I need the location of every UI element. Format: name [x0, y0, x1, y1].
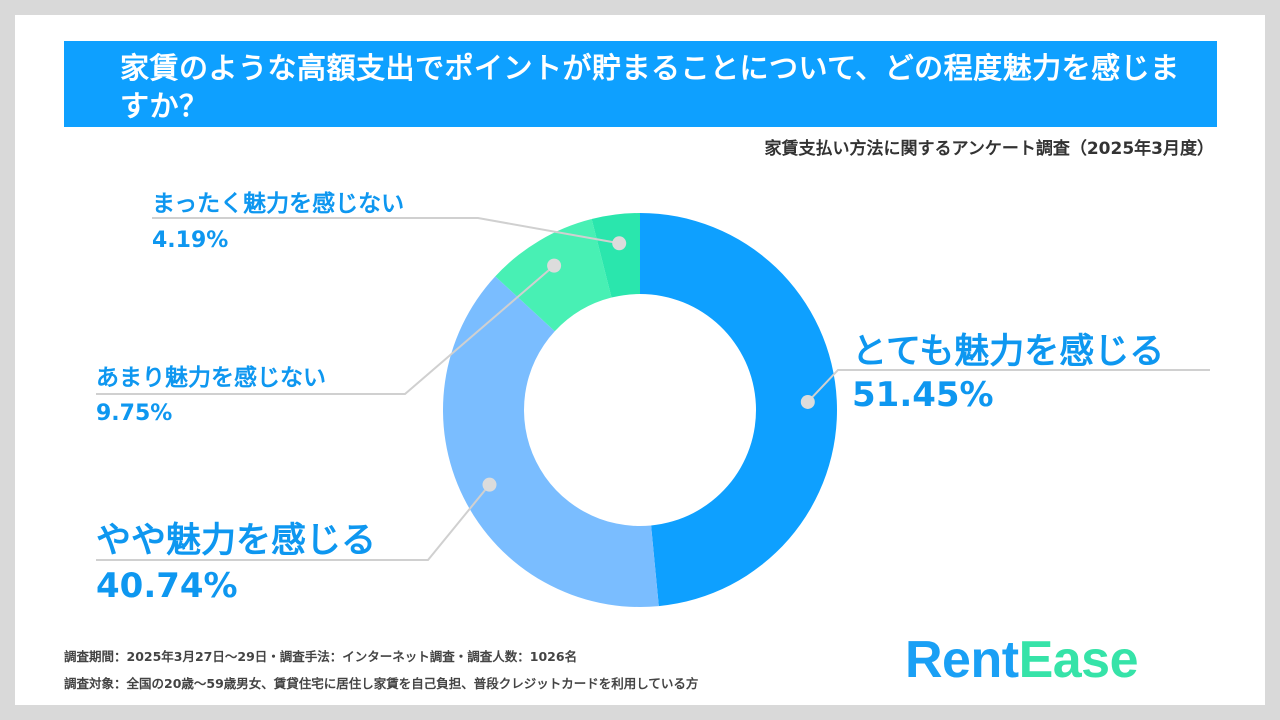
title-bar [64, 41, 1217, 127]
slice-value-not-very-attractive: 9.75% [96, 401, 173, 426]
chart-title: 家賃のような高額支出でポイントが貯まることについて、どの程度魅力を感じますか？ [120, 51, 1180, 123]
leader-line-not-very-attractive [96, 264, 555, 395]
footnote-survey-period: 調査期間：2025年3月27日～29日・調査手法：インターネット調査・調査人数：… [64, 649, 578, 664]
slice-label-somewhat-attractive: やや魅力を感じる [96, 521, 377, 561]
slice-value-very-unattractive: 4.19% [152, 228, 229, 253]
donut-slice-very-attractive [640, 213, 837, 607]
leader-dot-somewhat-attractive [482, 477, 497, 492]
leader-line-somewhat-attractive [96, 484, 491, 561]
slice-value-somewhat-attractive: 40.74% [96, 566, 238, 606]
logo-text-rent: Rent [905, 631, 1019, 689]
donut-slice-very-unattractive [591, 213, 640, 298]
chart-subtitle: 家賃支払い方法に関するアンケート調査（2025年3月度） [764, 139, 1214, 159]
slice-label-very-unattractive: まったく魅力を感じない [152, 191, 405, 217]
slice-value-very-attractive: 51.45% [852, 375, 994, 415]
leader-dot-very-unattractive [612, 236, 627, 251]
footnote-survey-target: 調査対象：全国の20歳～59歳男女、賃貸住宅に居住し家賃を自己負担、普段クレジッ… [64, 676, 699, 691]
leader-dot-not-very-attractive [547, 258, 562, 273]
donut-slice-somewhat-attractive [442, 276, 659, 607]
slice-label-very-attractive: とても魅力を感じる [852, 332, 1165, 372]
leader-dot-very-attractive [800, 394, 815, 409]
donut-slice-not-very-attractive [495, 219, 612, 332]
leader-line-very-attractive [807, 369, 1210, 403]
rentease-logo: RentEase [905, 630, 1139, 690]
slice-label-not-very-attractive: あまり魅力を感じない [96, 365, 326, 391]
logo-text-ease: Ease [1018, 631, 1139, 689]
leader-line-very-unattractive [152, 217, 620, 245]
